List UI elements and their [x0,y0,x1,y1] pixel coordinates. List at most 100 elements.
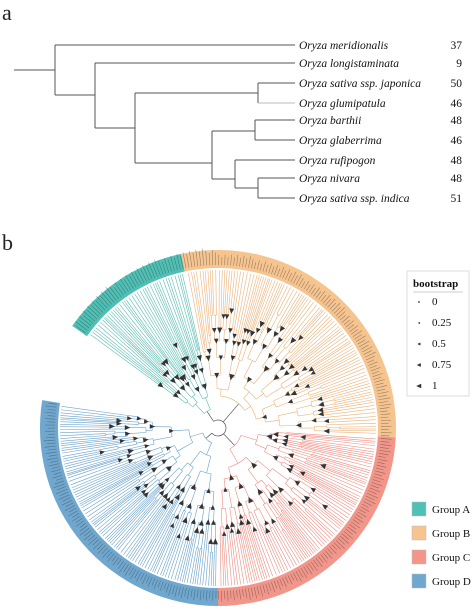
bootstrap-marker [246,340,251,346]
bootstrap-marker [224,523,230,530]
bootstrap-marker [239,519,245,526]
bootstrap-marker [282,438,289,444]
group-rings [40,250,396,606]
bootstrap-marker [230,521,236,528]
bootstrap-marker [273,374,280,381]
bootstrap-marker [193,527,200,534]
bootstrap-marker [323,428,330,434]
bootstrap-marker [290,337,297,344]
bootstrap-marker [190,374,196,380]
taxon-name: Oryza glaberrima [299,135,382,147]
bootstrap-marker [149,424,156,429]
bootstrap-marker [266,434,273,440]
taxon-name: Oryza sativa ssp. japonica [299,78,421,90]
bootstrap-symbol [418,301,420,303]
bootstrap-marker [239,513,244,520]
bootstrap-marker [237,500,243,507]
bootstrap-marker [212,328,217,334]
group-legend-label: Group B [432,528,470,540]
bootstrap-marker [143,483,149,489]
bootstrap-marker [172,342,178,349]
bootstrap-marker [176,533,181,539]
bootstrap-marker [294,383,300,388]
bootstrap-legend-label: 0.75 [432,359,452,371]
bootstrap-marker [182,516,188,524]
group-legend-label: Group A [432,504,470,516]
bootstrap-marker [141,489,147,495]
bootstrap-marker [109,423,115,429]
bootstrap-marker [175,389,181,395]
taxon-count: 9 [456,58,462,70]
bootstrap-marker [286,467,293,474]
bootstrap-marker [169,522,174,529]
bootstrap-marker [159,483,166,490]
bootstrap-marker [112,434,119,440]
bootstrap-marker [257,488,264,496]
bootstrap-marker [165,497,171,503]
bootstrap-marker [322,504,329,510]
bootstrap-marker [165,446,172,451]
bootstrap-marker [133,436,139,441]
bootstrap-marker [211,519,216,525]
bootstrap-marker [214,372,220,379]
bootstrap-marker [299,471,306,477]
bootstrap-marker [151,467,158,473]
bootstrap-marker [206,488,211,494]
bootstrap-marker [294,480,301,486]
bootstrap-marker [416,363,421,367]
bootstrap-marker [99,450,106,455]
bootstrap-marker [173,374,180,381]
group-swatch [411,549,427,565]
bootstrap-marker [180,374,187,381]
bootstrap-marker [126,454,132,459]
bootstrap-marker [272,438,278,443]
bootstrap-marker [181,364,187,371]
bootstrap-marker [146,462,153,467]
bootstrap-marker [194,386,200,393]
bootstrap-marker [236,341,242,347]
bootstrap-marker [214,338,219,344]
taxon-count: 48 [451,173,463,185]
bootstrap-marker [319,464,327,470]
bootstrap-marker [250,330,256,337]
bootstrap-marker [287,453,295,459]
bootstrap-marker [138,471,144,476]
bootstrap-marker [229,308,235,314]
bootstrap-marker [221,314,226,320]
bootstrap-marker [210,504,215,510]
bootstrap-marker [310,370,316,375]
bootstrap-marker [262,343,268,350]
bootstrap-marker [317,407,324,413]
group-swatch [411,525,427,541]
bootstrap-marker [174,493,180,501]
bootstrap-marker [253,338,258,345]
bootstrap-marker [136,416,142,421]
bootstrap-marker [247,376,253,383]
bootstrap-marker [290,390,298,396]
bootstrap-marker [119,438,125,444]
bootstrap-marker [186,502,192,510]
taxon-name: Oryza barthii [299,115,361,127]
bootstrap-marker [164,477,170,483]
bootstrap-marker [205,519,211,525]
bootstrap-marker [125,431,131,437]
bootstrap-marker [323,418,330,424]
bootstrap-marker [265,527,271,534]
bootstrap-marker [143,419,149,424]
circular-phylogeny [40,248,396,606]
group-legend: Group A Group B Group C Group D [411,501,471,589]
bootstrap-marker [161,503,167,510]
bootstrap-marker [269,492,275,498]
bootstrap-marker [190,518,196,525]
bootstrap-marker [281,442,288,447]
species-tree [14,44,295,199]
taxon-count: 48 [451,115,463,127]
bootstrap-marker [135,485,141,492]
bootstrap-marker [116,417,123,424]
bootstrap-marker [117,458,124,463]
bootstrap-marker [232,340,237,346]
taxon-count: 46 [451,98,463,110]
bootstrap-marker [283,434,289,439]
bootstrap-marker [239,482,244,490]
